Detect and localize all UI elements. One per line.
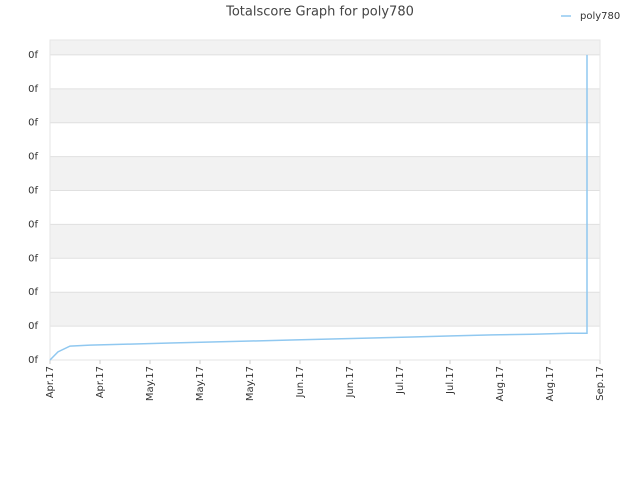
band [50, 224, 600, 259]
y-tick-label: 0f [28, 253, 38, 264]
y-tick-label: 0f [28, 321, 38, 332]
x-tick-label: Aug.17 [495, 366, 506, 401]
x-tick-label: Jul.17 [445, 366, 456, 395]
y-tick-label: 0f [28, 355, 38, 366]
x-tick-label: Jul.17 [395, 366, 406, 395]
legend-label: poly780 [580, 11, 620, 22]
y-tick-label: 0f [28, 50, 38, 61]
x-tick-label: Jun.17 [295, 366, 306, 399]
x-tick-label: Apr.17 [95, 366, 106, 398]
x-tick-label: Aug.17 [545, 366, 556, 401]
x-tick-label: Sep.17 [595, 366, 606, 401]
x-tick-label: Jun.17 [345, 366, 356, 399]
band [50, 40, 600, 55]
x-tick-label: May.17 [145, 366, 156, 401]
y-tick-label: 0f [28, 152, 38, 163]
x-tick-label: May.17 [195, 366, 206, 401]
x-tick-label: Apr.17 [45, 366, 56, 398]
band [50, 156, 600, 191]
y-tick-label: 0f [28, 118, 38, 129]
chart-title: Totalscore Graph for poly780 [225, 5, 414, 20]
y-tick-label: 0f [28, 186, 38, 197]
series-line [49, 54, 588, 361]
y-tick-label: 0f [28, 84, 38, 95]
y-tick-label: 0f [28, 287, 38, 298]
band [50, 88, 600, 123]
band [50, 292, 600, 327]
bands [50, 40, 600, 327]
y-tick-label: 0f [28, 219, 38, 230]
plot-border [49, 39, 601, 361]
x-tick-label: May.17 [245, 366, 256, 401]
